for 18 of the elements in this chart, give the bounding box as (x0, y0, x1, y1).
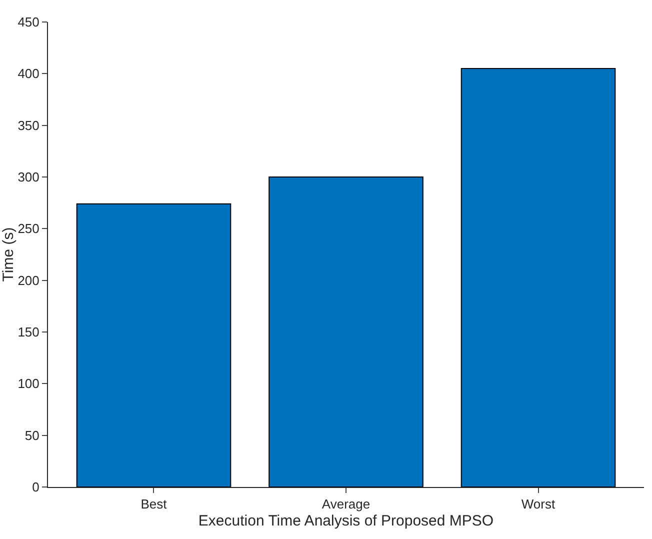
y-axis-title: Time (s) (0, 227, 17, 282)
y-tick-label: 0 (32, 480, 40, 495)
y-tick-label: 50 (24, 428, 40, 443)
bar (76, 203, 232, 487)
x-axis-title: Execution Time Analysis of Proposed MPSO (198, 512, 494, 530)
x-tick-label: Best (140, 496, 168, 512)
x-tick-label: Average (322, 496, 370, 512)
y-tick-label: 100 (18, 376, 40, 392)
y-tick-label: 400 (18, 66, 40, 82)
y-tick-label: 250 (18, 221, 40, 236)
y-tick-label: 150 (18, 324, 40, 340)
bar (460, 68, 616, 487)
y-tick-label: 300 (18, 170, 40, 185)
bar (268, 176, 424, 487)
y-tick-label: 350 (18, 118, 40, 133)
y-tick-label: 450 (18, 14, 40, 30)
y-tick-label: 200 (18, 272, 40, 288)
x-tick-label: Worst (521, 496, 556, 512)
